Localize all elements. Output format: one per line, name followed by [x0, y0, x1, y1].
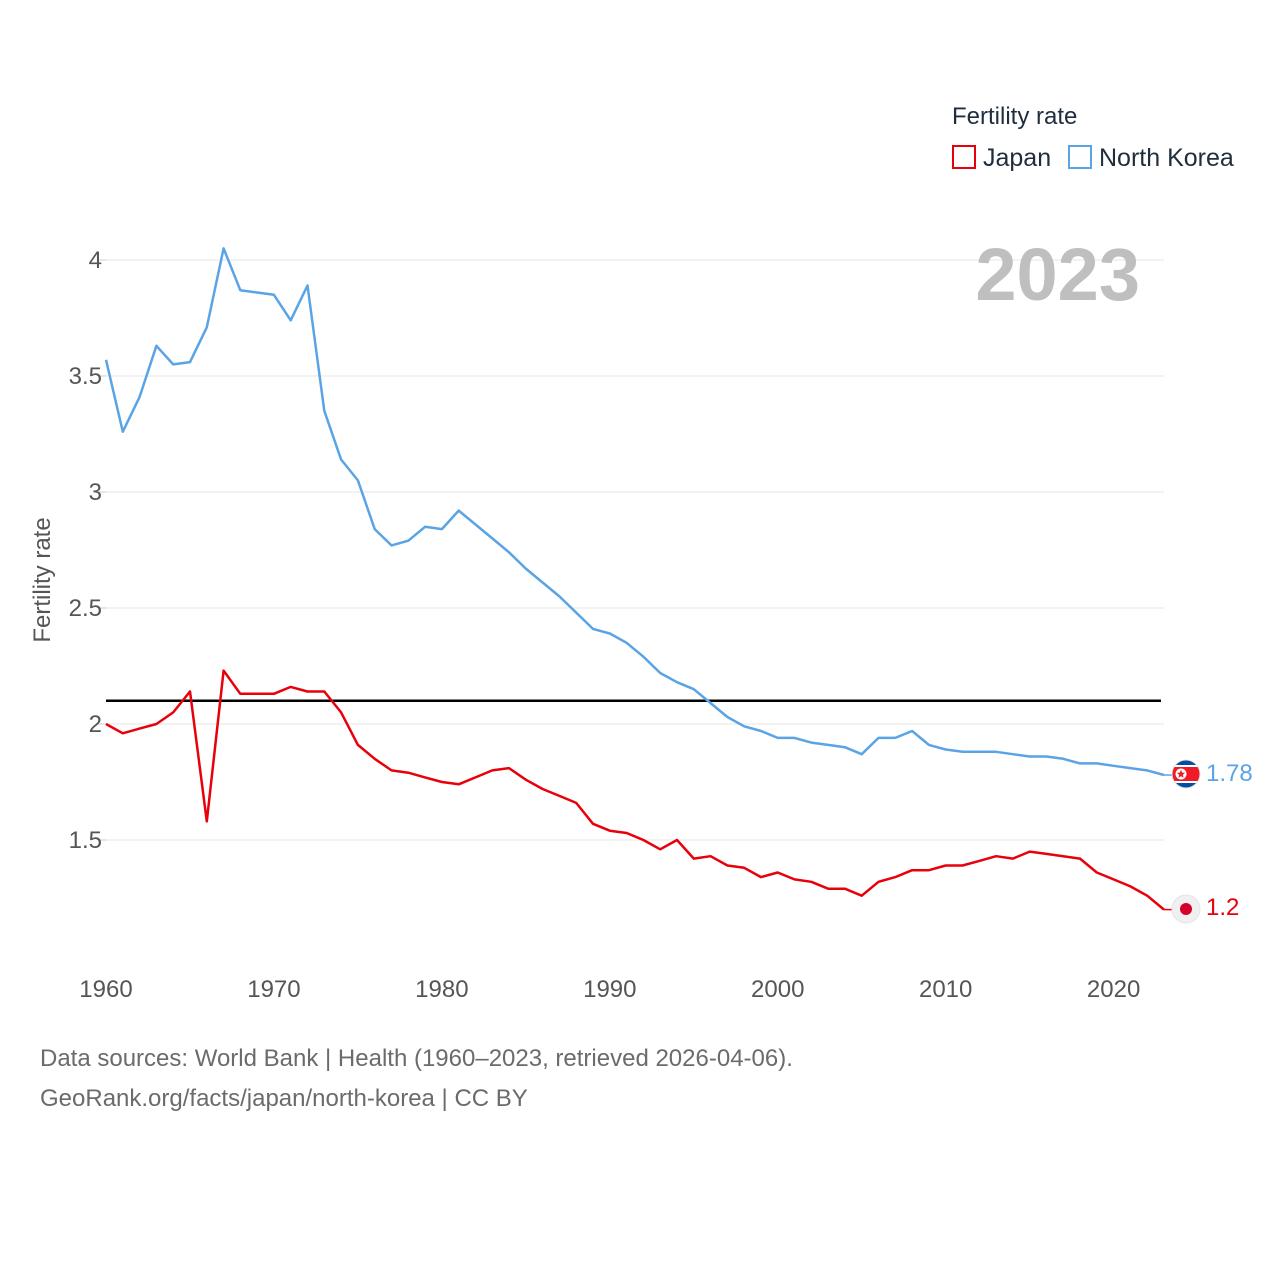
x-tick-label: 2010 — [919, 976, 972, 1003]
series-line-japan[interactable] — [105, 669, 1165, 911]
x-tick-label: 1970 — [247, 976, 300, 1003]
x-tick-label: 1960 — [79, 976, 132, 1003]
x-tick-label: 2000 — [751, 976, 804, 1003]
y-tick-label: 2.5 — [69, 595, 102, 622]
y-tick-label: 1.5 — [69, 827, 102, 854]
footer-credit[interactable]: GeoRank.org/facts/japan/north-korea | CC… — [40, 1085, 528, 1112]
y-tick-label: 3 — [89, 479, 102, 506]
legend-label-north-korea[interactable]: North Korea — [1099, 144, 1234, 172]
y-tick-label: 4 — [89, 247, 102, 274]
y-axis-ticks: 1.5 2 2.5 3 3.5 4 — [69, 247, 102, 854]
y-tick-label: 2 — [89, 711, 102, 738]
footer-sources: Data sources: World Bank | Health (1960–… — [40, 1045, 793, 1072]
north-korea-flag-icon — [1172, 760, 1200, 788]
series-lines — [104, 247, 1172, 911]
current-year-label: 2023 — [975, 233, 1140, 316]
legend-swatch-japan[interactable] — [952, 145, 976, 169]
legend-label-japan[interactable]: Japan — [983, 144, 1051, 172]
end-label-japan: 1.2 — [1206, 894, 1239, 921]
y-tick-label: 3.5 — [69, 363, 102, 390]
legend: Fertility rate Japan North Korea — [952, 103, 1234, 172]
legend-title: Fertility rate — [952, 103, 1077, 130]
x-tick-label: 1980 — [415, 976, 468, 1003]
x-axis-ticks: 1960 1970 1980 1990 2000 2010 2020 — [79, 976, 1140, 1003]
end-label-north-korea: 1.78 — [1206, 760, 1253, 787]
x-tick-label: 2020 — [1087, 976, 1140, 1003]
legend-swatch-north-korea[interactable] — [1068, 145, 1092, 169]
gridlines — [98, 259, 1164, 841]
y-axis-title: Fertility rate — [29, 517, 56, 642]
x-tick-label: 1990 — [583, 976, 636, 1003]
series-line-north-korea[interactable] — [104, 247, 1165, 777]
japan-flag-icon — [1172, 895, 1200, 923]
